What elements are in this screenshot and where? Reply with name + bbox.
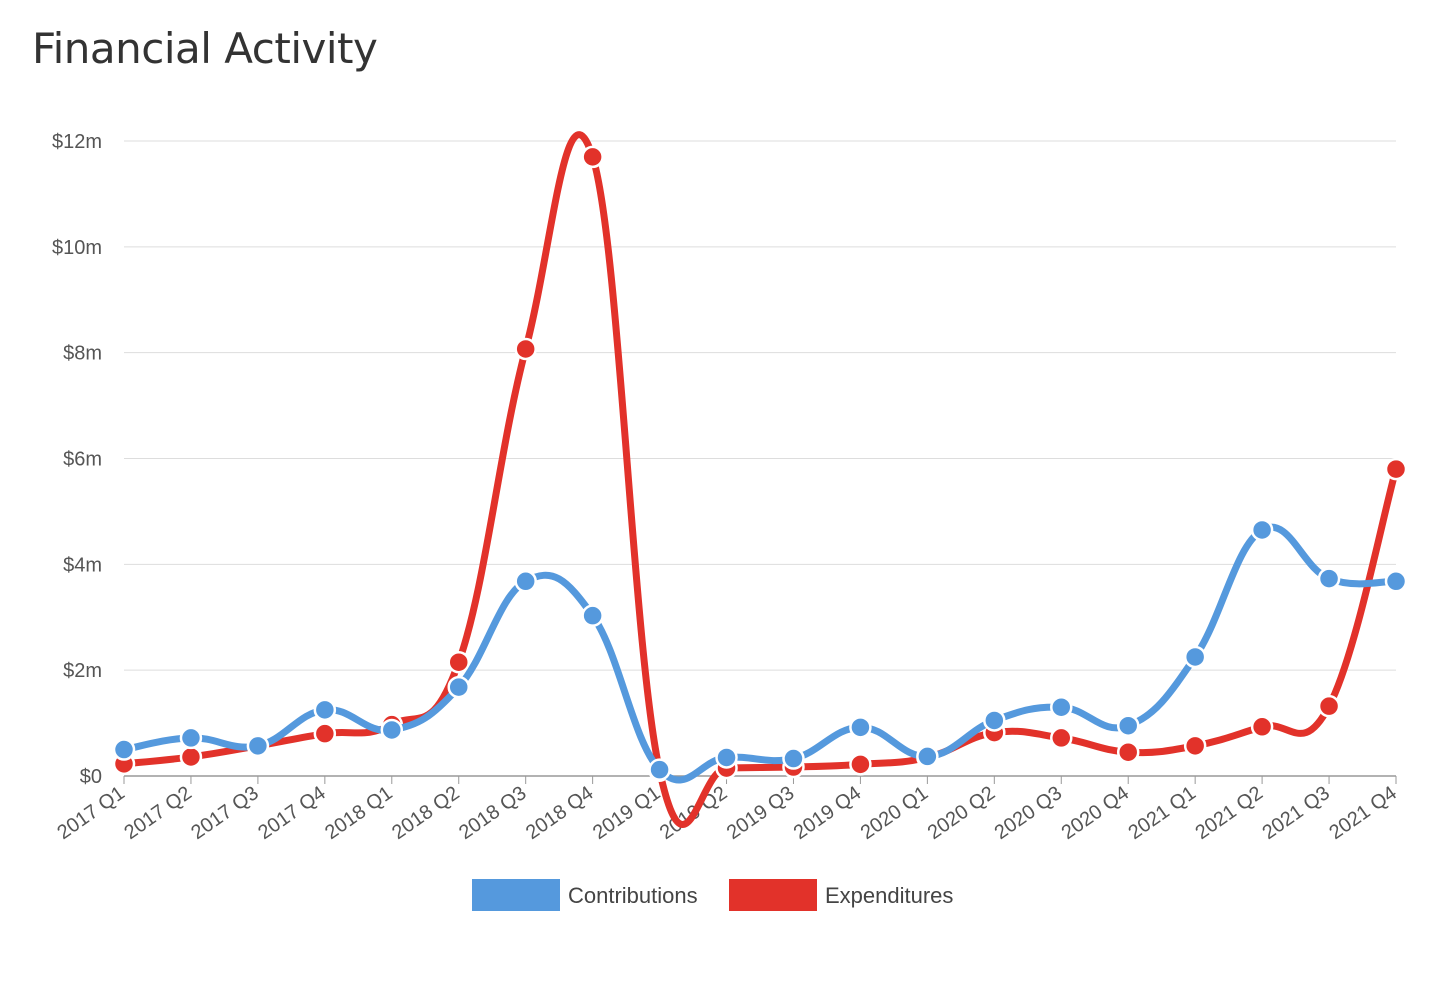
y-tick-label: $12m [52,131,102,153]
data-point-expenditures[interactable] [849,753,872,776]
series-contributions [112,518,1408,784]
x-tick-label: 2017 Q1 [53,782,128,844]
data-point-contributions[interactable] [246,734,270,758]
data-point-contributions[interactable] [849,716,872,739]
legend-label-expenditures: Expenditures [825,883,953,908]
data-point-contributions[interactable] [1250,518,1274,542]
x-tick-label: 2018 Q3 [455,782,530,844]
data-point-contributions[interactable] [1183,645,1207,669]
data-point-contributions[interactable] [648,758,671,781]
data-point-expenditures[interactable] [447,650,470,674]
x-tick-label: 2020 Q3 [991,782,1066,844]
y-tick-label: $0 [80,766,102,788]
x-tick-label: 2021 Q1 [1125,782,1200,844]
data-point-contributions[interactable] [447,675,470,699]
x-tick-label: 2020 Q4 [1058,782,1133,844]
x-tick-label: 2021 Q3 [1258,782,1333,844]
gridlines [124,140,1396,671]
data-point-contributions[interactable] [1317,567,1341,590]
y-tick-label: $10m [52,237,102,259]
data-point-expenditures[interactable] [1050,726,1073,750]
x-tick-label: 2018 Q4 [522,782,597,844]
legend-label-contributions: Contributions [568,883,698,908]
data-point-contributions[interactable] [983,709,1006,732]
data-point-expenditures[interactable] [514,337,537,361]
x-tick-label: 2018 Q2 [388,782,463,844]
series-line-expenditures [120,131,1400,828]
data-point-expenditures[interactable] [179,745,203,769]
data-point-expenditures[interactable] [1183,734,1207,758]
y-tick-label: $4m [63,554,102,576]
x-tick-label: 2019 Q4 [790,782,865,844]
x-tick-label: 2018 Q1 [321,782,396,844]
legend-item-expenditures[interactable]: Expenditures [729,879,953,911]
x-tick-label: 2019 Q1 [589,782,664,844]
data-point-contributions[interactable] [514,570,537,593]
series-expenditures [112,131,1408,828]
data-point-contributions[interactable] [179,726,203,750]
data-point-expenditures[interactable] [1250,715,1274,739]
x-tick-label: 2020 Q2 [924,782,999,844]
x-tick-label: 2019 Q3 [723,782,798,844]
y-tick-label: $8m [63,343,102,365]
legend-swatch-expenditures [729,879,817,911]
data-point-contributions[interactable] [1050,695,1073,719]
data-point-contributions[interactable] [916,745,939,768]
data-point-contributions[interactable] [380,718,404,742]
x-tick-label: 2017 Q2 [120,782,195,844]
x-tick-label: 2021 Q2 [1191,782,1266,844]
y-tick-label: $6m [63,449,102,471]
data-point-contributions[interactable] [782,747,805,770]
data-point-expenditures[interactable] [1384,457,1408,481]
data-point-contributions[interactable] [313,698,337,722]
data-point-contributions[interactable] [1116,714,1140,737]
data-point-expenditures[interactable] [1116,740,1140,764]
legend-item-contributions[interactable]: Contributions [472,879,698,911]
series [112,131,1408,828]
x-tick-label: 2020 Q1 [857,782,932,844]
legend: Contributions Expenditures [472,879,953,911]
data-point-contributions[interactable] [715,746,738,769]
y-axis: $0 $2m $4m $6m $8m $10m $12m [52,131,1396,788]
data-point-expenditures[interactable] [313,722,337,745]
data-point-contributions[interactable] [581,604,604,627]
x-tick-label: 2017 Q4 [254,782,329,844]
data-point-contributions[interactable] [1384,570,1408,593]
x-tick-label: 2017 Q3 [187,782,262,844]
page-title: Financial Activity [32,24,378,73]
data-point-expenditures[interactable] [581,145,604,169]
y-tick-label: $2m [63,660,102,682]
data-point-contributions[interactable] [112,738,136,761]
legend-swatch-contributions [472,879,560,911]
x-tick-label: 2021 Q4 [1325,782,1400,844]
data-point-expenditures[interactable] [1317,694,1341,718]
